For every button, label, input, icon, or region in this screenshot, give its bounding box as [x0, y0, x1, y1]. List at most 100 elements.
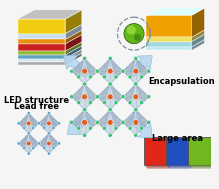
Circle shape	[47, 121, 51, 125]
Polygon shape	[29, 113, 39, 128]
Circle shape	[32, 146, 35, 150]
Polygon shape	[65, 53, 82, 65]
Circle shape	[57, 122, 61, 125]
Polygon shape	[85, 84, 97, 103]
Circle shape	[82, 68, 87, 74]
Circle shape	[102, 126, 106, 130]
Circle shape	[95, 95, 99, 99]
Polygon shape	[65, 10, 82, 34]
Circle shape	[134, 108, 138, 112]
Circle shape	[124, 24, 144, 44]
Circle shape	[107, 68, 113, 74]
Polygon shape	[192, 34, 205, 47]
Circle shape	[47, 112, 51, 115]
Circle shape	[37, 122, 41, 125]
Polygon shape	[65, 42, 82, 55]
Polygon shape	[123, 110, 149, 135]
Circle shape	[47, 132, 51, 135]
Polygon shape	[136, 58, 149, 77]
Circle shape	[108, 82, 112, 86]
Polygon shape	[97, 110, 110, 128]
Circle shape	[26, 121, 31, 125]
Circle shape	[108, 56, 112, 60]
Circle shape	[23, 126, 26, 129]
Text: Large area: Large area	[152, 134, 203, 143]
Polygon shape	[18, 44, 65, 51]
Circle shape	[77, 101, 81, 105]
Polygon shape	[65, 30, 82, 44]
Circle shape	[52, 146, 55, 150]
Polygon shape	[18, 51, 65, 55]
Polygon shape	[192, 40, 205, 50]
Circle shape	[147, 95, 151, 99]
Circle shape	[134, 56, 138, 60]
Circle shape	[134, 82, 138, 86]
Circle shape	[83, 108, 87, 112]
Circle shape	[108, 82, 112, 86]
Circle shape	[147, 69, 151, 73]
Polygon shape	[19, 133, 29, 148]
Polygon shape	[65, 46, 82, 59]
Circle shape	[43, 126, 46, 129]
Circle shape	[47, 132, 51, 135]
Circle shape	[114, 101, 118, 105]
Circle shape	[121, 95, 125, 99]
Polygon shape	[19, 113, 39, 133]
Circle shape	[70, 120, 74, 125]
Polygon shape	[39, 133, 59, 153]
Circle shape	[82, 120, 87, 125]
Polygon shape	[18, 62, 65, 65]
Polygon shape	[146, 47, 192, 50]
Polygon shape	[146, 8, 205, 15]
Polygon shape	[97, 84, 123, 110]
FancyBboxPatch shape	[190, 140, 213, 169]
Polygon shape	[65, 49, 82, 62]
Polygon shape	[136, 110, 149, 128]
Circle shape	[77, 126, 81, 130]
Circle shape	[70, 69, 74, 73]
Circle shape	[147, 120, 151, 125]
Polygon shape	[49, 133, 59, 148]
Circle shape	[82, 94, 87, 100]
FancyArrow shape	[128, 115, 152, 138]
Circle shape	[70, 95, 74, 99]
Circle shape	[140, 75, 144, 79]
Circle shape	[27, 152, 30, 155]
Circle shape	[95, 69, 99, 73]
FancyBboxPatch shape	[145, 138, 167, 166]
Polygon shape	[49, 113, 59, 128]
Text: LED structure: LED structure	[4, 96, 69, 105]
Circle shape	[27, 112, 30, 115]
Circle shape	[95, 95, 99, 99]
Polygon shape	[123, 58, 149, 84]
Circle shape	[95, 69, 99, 73]
Polygon shape	[85, 110, 97, 128]
Circle shape	[43, 146, 46, 150]
Circle shape	[140, 126, 144, 130]
Polygon shape	[123, 110, 136, 128]
Circle shape	[77, 75, 81, 79]
Circle shape	[121, 69, 125, 73]
FancyArrow shape	[129, 56, 152, 77]
FancyBboxPatch shape	[146, 140, 169, 169]
Circle shape	[114, 126, 118, 130]
Circle shape	[134, 108, 138, 112]
Circle shape	[108, 108, 112, 112]
Circle shape	[95, 120, 99, 125]
Circle shape	[133, 68, 139, 74]
Circle shape	[88, 126, 92, 130]
Circle shape	[47, 152, 51, 155]
Polygon shape	[146, 37, 192, 42]
Polygon shape	[19, 133, 39, 153]
Circle shape	[27, 132, 30, 135]
Circle shape	[102, 101, 106, 105]
Circle shape	[37, 142, 41, 145]
FancyBboxPatch shape	[168, 140, 191, 169]
Polygon shape	[97, 58, 123, 84]
Polygon shape	[72, 84, 97, 110]
Polygon shape	[18, 55, 65, 59]
Circle shape	[57, 142, 61, 145]
Polygon shape	[72, 58, 85, 77]
Circle shape	[83, 133, 87, 137]
Polygon shape	[18, 34, 65, 40]
